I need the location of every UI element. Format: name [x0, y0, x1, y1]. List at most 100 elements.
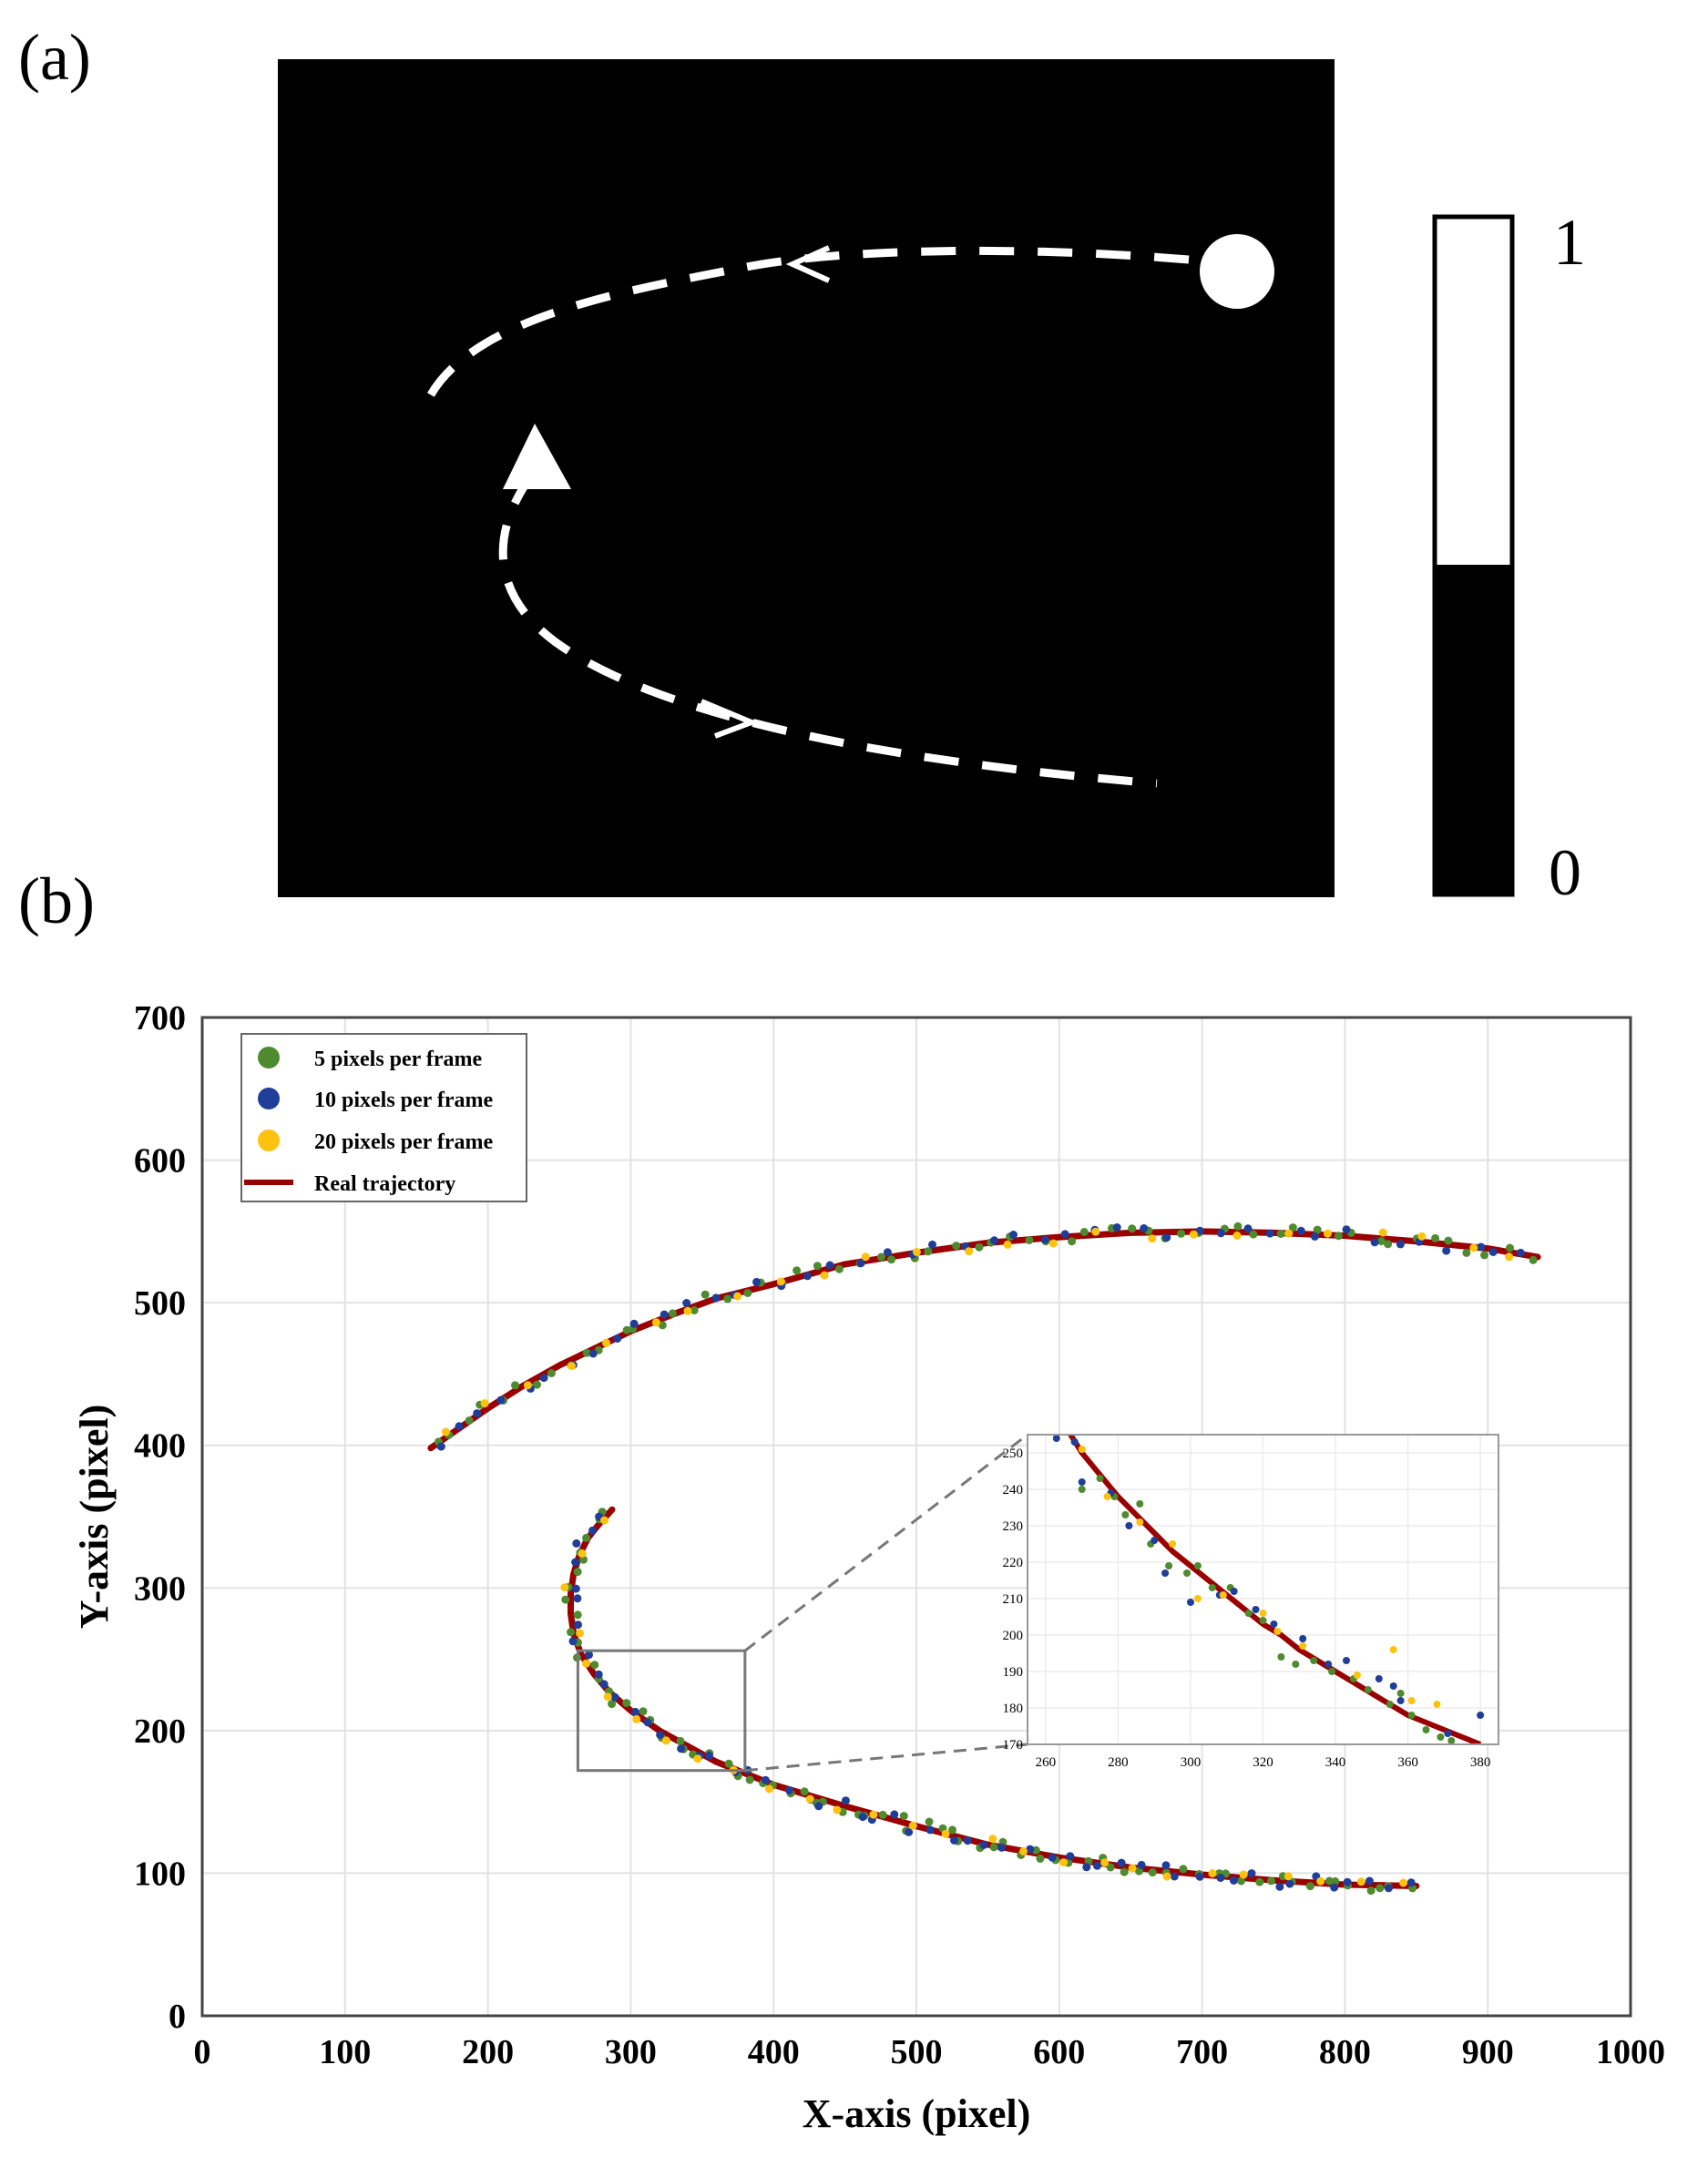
data-point-yellow: [441, 1427, 450, 1436]
data-point-green: [582, 1348, 591, 1357]
triangle-marker-icon: [503, 424, 571, 489]
data-point-yellow: [1059, 1858, 1069, 1867]
data-point-yellow: [600, 1516, 609, 1525]
data-point-blue: [573, 1594, 582, 1603]
data-point-green: [547, 1369, 556, 1377]
data-point-green: [676, 1736, 685, 1745]
data-point-yellow: [661, 1736, 670, 1745]
data-point-yellow: [560, 1583, 569, 1592]
data-point-green: [1376, 1237, 1386, 1246]
data-point-green: [1237, 1876, 1245, 1886]
data-point-green: [1288, 1223, 1297, 1232]
inset-point-blue: [1396, 1697, 1405, 1704]
data-point-blue: [1093, 1861, 1101, 1870]
real-trajectory-upper: [427, 1228, 1541, 1452]
data-point-blue: [890, 1810, 899, 1819]
data-point-green: [465, 1416, 474, 1425]
data-point-blue: [1343, 1877, 1352, 1886]
inset-point-blue: [1375, 1675, 1383, 1682]
data-point-yellow: [1048, 1239, 1058, 1248]
inset-point-green: [1328, 1668, 1336, 1675]
inset-point-blue: [1299, 1635, 1307, 1642]
data-point-blue: [572, 1539, 581, 1548]
data-point-green: [813, 1262, 822, 1271]
inset-content: [1052, 1435, 1485, 1744]
data-point-blue: [1406, 1878, 1416, 1887]
legend: 5 pixels per frame 10 pixels per frame 2…: [240, 1033, 527, 1202]
measured-points: [434, 1222, 1538, 1896]
data-point-green: [1106, 1863, 1115, 1872]
inset-y-tick-label: 200: [1003, 1629, 1024, 1643]
inset-point-blue: [1125, 1522, 1133, 1529]
data-point-yellow: [1162, 1872, 1171, 1881]
data-point-yellow: [1100, 1858, 1110, 1867]
data-point-green: [1177, 1229, 1185, 1238]
data-point-green: [608, 1700, 617, 1709]
data-point-green: [878, 1810, 887, 1819]
data-point-yellow: [1003, 1240, 1012, 1249]
data-point-yellow: [632, 1714, 641, 1723]
data-point-green: [573, 1568, 582, 1577]
inset-point-blue: [1161, 1569, 1170, 1577]
data-point-green: [1444, 1236, 1453, 1245]
data-point-green: [590, 1661, 599, 1670]
data-point-green: [887, 1255, 895, 1264]
data-point-blue: [1082, 1863, 1091, 1872]
data-point-blue: [1009, 1231, 1018, 1239]
data-point-green: [1249, 1230, 1258, 1239]
data-point-green: [800, 1787, 809, 1796]
data-point-green: [1313, 1225, 1322, 1234]
inset-point-green: [1364, 1686, 1372, 1693]
x-tick-label: 700: [1176, 2033, 1228, 2071]
data-point-yellow: [1378, 1228, 1387, 1237]
data-point-blue: [1342, 1225, 1351, 1234]
x-tick-label: 100: [319, 2033, 371, 2071]
inset-frame: [1027, 1434, 1499, 1745]
data-point-green: [899, 1812, 908, 1821]
inset-point-yellow: [1299, 1642, 1307, 1650]
legend-label-10px: 10 pixels per frame: [314, 1089, 494, 1112]
data-point-blue: [496, 1395, 506, 1405]
y-tick-labels: 0 100 200 300 400 500 600 700: [134, 999, 186, 2036]
data-point-green: [989, 1843, 998, 1852]
inset-y-tick-label: 170: [1003, 1738, 1024, 1753]
data-point-blue: [1140, 1224, 1149, 1232]
legend-box: [240, 1033, 527, 1202]
data-point-green: [573, 1610, 582, 1620]
y-tick-label: 0: [169, 1998, 186, 2036]
inset-y-tick-label: 210: [1003, 1592, 1024, 1607]
x-tick-label: 300: [605, 2033, 657, 2071]
data-point-blue: [1195, 1872, 1204, 1881]
data-point-blue: [1243, 1224, 1253, 1233]
inset-point-green: [1259, 1617, 1267, 1624]
y-tick-label: 400: [134, 1427, 186, 1466]
data-point-yellow: [1505, 1252, 1514, 1262]
data-point-blue: [704, 1751, 713, 1760]
arrow-head-icon: [700, 699, 760, 739]
inset-point-green: [1136, 1500, 1144, 1508]
data-point-blue: [571, 1584, 580, 1593]
data-point-green: [1068, 1237, 1077, 1246]
inset-x-tick-label: 360: [1397, 1755, 1418, 1770]
inset-point-blue: [1444, 1730, 1452, 1737]
inset-point-green: [1078, 1486, 1086, 1493]
data-point-yellow: [1469, 1243, 1478, 1252]
inset-point-yellow: [1353, 1671, 1361, 1679]
inset-y-tick-label: 250: [1003, 1447, 1024, 1461]
inset-point-green: [1310, 1657, 1318, 1664]
data-point-green: [511, 1381, 519, 1390]
inset-point-green: [1277, 1653, 1285, 1661]
legend-label-real: Real trajectory: [314, 1172, 455, 1196]
inset-point-green: [1165, 1562, 1173, 1569]
data-point-blue: [1040, 1235, 1049, 1244]
data-point-blue: [1162, 1233, 1171, 1242]
data-point-blue: [539, 1374, 548, 1383]
data-point-yellow: [861, 1252, 870, 1262]
data-point-blue: [814, 1802, 823, 1811]
data-point-green: [723, 1294, 732, 1303]
inset-point-blue: [1052, 1435, 1060, 1442]
data-point-yellow: [1284, 1872, 1293, 1881]
data-point-blue: [1275, 1882, 1284, 1891]
dashed-trajectory-lower: [498, 471, 1158, 788]
data-point-blue: [568, 1637, 578, 1646]
